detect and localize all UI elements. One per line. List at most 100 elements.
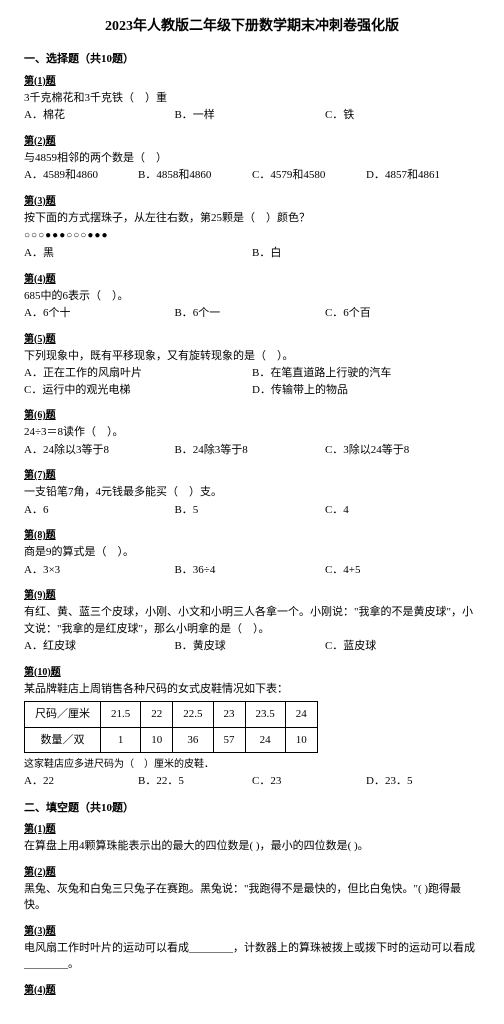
q5-opt-b: B．在笔直道路上行驶的汽车 — [252, 365, 480, 382]
q2-label: 第(2)题 — [24, 134, 480, 149]
question-3: 第(3)题 按下面的方式摆珠子，从左往右数，第25颗是（ ）颜色？ ○○○●●●… — [24, 194, 480, 262]
q1-opt-c: C．铁 — [325, 107, 475, 124]
q9-stem: 有红、黄、蓝三个皮球，小刚、小文和小明三人各拿一个。小刚说："我拿的不是黄皮球"… — [24, 604, 480, 637]
q2-stem: 与4859相邻的两个数是（ ） — [24, 150, 480, 167]
q5-opt-c: C．运行中的观光电梯 — [24, 382, 252, 399]
cell: 21.5 — [101, 702, 141, 728]
q6-opt-b: B．24除3等于8 — [174, 442, 324, 459]
q8-label: 第(8)题 — [24, 528, 480, 543]
q7-opt-a: A．6 — [24, 502, 174, 519]
cell: 24 — [285, 702, 317, 728]
q3-opt-a: A．黑 — [24, 245, 252, 262]
q5-label: 第(5)题 — [24, 332, 480, 347]
s2q2-label: 第(2)题 — [24, 865, 480, 880]
q10-label: 第(10)题 — [24, 665, 480, 680]
cell: 23.5 — [245, 702, 285, 728]
question-4: 第(4)题 685中的6表示（ ）。 A．6个十 B．6个一 C．6个百 — [24, 272, 480, 322]
s2q1-stem: 在算盘上用4颗算珠能表示出的最大的四位数是( )，最小的四位数是( )。 — [24, 838, 480, 855]
question-8: 第(8)题 商是9的算式是（ ）。 A．3×3 B．36÷4 C．4+5 — [24, 528, 480, 578]
s2q2-stem: 黑兔、灰兔和白兔三只兔子在赛跑。黑兔说："我跑得不是最快的，但比白兔快。"( )… — [24, 881, 480, 914]
q8-options: A．3×3 B．36÷4 C．4+5 — [24, 562, 480, 579]
q3-opt-b: B．白 — [252, 245, 480, 262]
q9-options: A．红皮球 B．黄皮球 C．蓝皮球 — [24, 638, 480, 655]
s2-question-1: 第(1)题 在算盘上用4颗算珠能表示出的最大的四位数是( )，最小的四位数是( … — [24, 822, 480, 855]
question-1: 第(1)题 3千克棉花和3千克铁（ ）重 A．棉花 B．一样 C．铁 — [24, 74, 480, 124]
q4-stem: 685中的6表示（ ）。 — [24, 288, 480, 305]
q6-options: A．24除以3等于8 B．24除3等于8 C．3除以24等于8 — [24, 442, 480, 459]
cell: 36 — [173, 727, 213, 753]
q10-stem2: 这家鞋店应多进尺码为（ ）厘米的皮鞋． — [24, 757, 480, 772]
q3-label: 第(3)题 — [24, 194, 480, 209]
cell: 10 — [141, 727, 173, 753]
question-9: 第(9)题 有红、黄、蓝三个皮球，小刚、小文和小明三人各拿一个。小刚说："我拿的… — [24, 588, 480, 655]
q2-opt-a: A．4589和4860 — [24, 167, 138, 184]
question-7: 第(7)题 一支铅笔7角，4元钱最多能买（ ）支。 A．6 B．5 C．4 — [24, 468, 480, 518]
cell: 10 — [285, 727, 317, 753]
q10-stem1: 某品牌鞋店上周销售各种尺码的女式皮鞋情况如下表： — [24, 681, 480, 698]
q10-opt-d: D．23．5 — [366, 773, 480, 790]
q5-stem: 下列现象中，既有平移现象，又有旋转现象的是（ ）。 — [24, 348, 480, 365]
s2q4-label: 第(4)题 — [24, 983, 480, 998]
s2-question-2: 第(2)题 黑兔、灰兔和白兔三只兔子在赛跑。黑兔说："我跑得不是最快的，但比白兔… — [24, 865, 480, 914]
q8-stem: 商是9的算式是（ ）。 — [24, 544, 480, 561]
cell: 24 — [245, 727, 285, 753]
q1-options: A．棉花 B．一样 C．铁 — [24, 107, 480, 124]
s2q3-label: 第(3)题 — [24, 924, 480, 939]
table-row: 数量／双 1 10 36 57 24 10 — [25, 727, 318, 753]
q4-opt-a: A．6个十 — [24, 305, 174, 322]
s2-question-3: 第(3)题 电风扇工作时叶片的运动可以看成________，计数器上的算珠被拨上… — [24, 924, 480, 973]
q3-circles: ○○○●●●○○○●●● — [24, 228, 480, 243]
s2q3-stem: 电风扇工作时叶片的运动可以看成________，计数器上的算珠被拨上或拨下时的运… — [24, 940, 480, 973]
cell: 57 — [213, 727, 245, 753]
q2-opt-c: C．4579和4580 — [252, 167, 366, 184]
q6-stem: 24÷3＝8读作（ ）。 — [24, 424, 480, 441]
q7-stem: 一支铅笔7角，4元钱最多能买（ ）支。 — [24, 484, 480, 501]
q2-options: A．4589和4860 B．4858和4860 C．4579和4580 D．48… — [24, 167, 480, 184]
q6-opt-c: C．3除以24等于8 — [325, 442, 475, 459]
q1-stem: 3千克棉花和3千克铁（ ）重 — [24, 90, 480, 107]
s2q1-label: 第(1)题 — [24, 822, 480, 837]
question-6: 第(6)题 24÷3＝8读作（ ）。 A．24除以3等于8 B．24除3等于8 … — [24, 408, 480, 458]
section-2-heading: 二、填空题（共10题） — [24, 800, 480, 817]
q8-opt-c: C．4+5 — [325, 562, 475, 579]
cell: 22 — [141, 702, 173, 728]
q10-opt-c: C．23 — [252, 773, 366, 790]
q10-table: 尺码／厘米 21.5 22 22.5 23 23.5 24 数量／双 1 10 … — [24, 701, 318, 753]
q1-label: 第(1)题 — [24, 74, 480, 89]
q9-label: 第(9)题 — [24, 588, 480, 603]
q6-label: 第(6)题 — [24, 408, 480, 423]
page-title: 2023年人教版二年级下册数学期末冲刺卷强化版 — [24, 16, 480, 37]
cell: 1 — [101, 727, 141, 753]
q7-label: 第(7)题 — [24, 468, 480, 483]
q2-opt-b: B．4858和4860 — [138, 167, 252, 184]
q4-options: A．6个十 B．6个一 C．6个百 — [24, 305, 480, 322]
q9-opt-a: A．红皮球 — [24, 638, 174, 655]
q10-opt-a: A．22 — [24, 773, 138, 790]
q4-opt-b: B．6个一 — [174, 305, 324, 322]
question-5: 第(5)题 下列现象中，既有平移现象，又有旋转现象的是（ ）。 A．正在工作的风… — [24, 332, 480, 399]
q7-opt-b: B．5 — [174, 502, 324, 519]
q7-options: A．6 B．5 C．4 — [24, 502, 480, 519]
row1-label: 尺码／厘米 — [25, 702, 101, 728]
question-10: 第(10)题 某品牌鞋店上周销售各种尺码的女式皮鞋情况如下表： 尺码／厘米 21… — [24, 665, 480, 790]
q10-options: A．22 B．22．5 C．23 D．23．5 — [24, 773, 480, 790]
s2-question-4: 第(4)题 — [24, 983, 480, 998]
table-row: 尺码／厘米 21.5 22 22.5 23 23.5 24 — [25, 702, 318, 728]
q8-opt-a: A．3×3 — [24, 562, 174, 579]
q5-opt-d: D．传输带上的物品 — [252, 382, 480, 399]
q8-opt-b: B．36÷4 — [174, 562, 324, 579]
q2-opt-d: D．4857和4861 — [366, 167, 480, 184]
q9-opt-c: C．蓝皮球 — [325, 638, 475, 655]
q10-opt-b: B．22．5 — [138, 773, 252, 790]
q1-opt-a: A．棉花 — [24, 107, 174, 124]
q6-opt-a: A．24除以3等于8 — [24, 442, 174, 459]
cell: 22.5 — [173, 702, 213, 728]
row2-label: 数量／双 — [25, 727, 101, 753]
q4-opt-c: C．6个百 — [325, 305, 475, 322]
q1-opt-b: B．一样 — [174, 107, 324, 124]
q3-options: A．黑 B．白 — [24, 245, 480, 262]
question-2: 第(2)题 与4859相邻的两个数是（ ） A．4589和4860 B．4858… — [24, 134, 480, 184]
q5-options: A．正在工作的风扇叶片 B．在笔直道路上行驶的汽车 C．运行中的观光电梯 D．传… — [24, 365, 480, 398]
cell: 23 — [213, 702, 245, 728]
q5-opt-a: A．正在工作的风扇叶片 — [24, 365, 252, 382]
